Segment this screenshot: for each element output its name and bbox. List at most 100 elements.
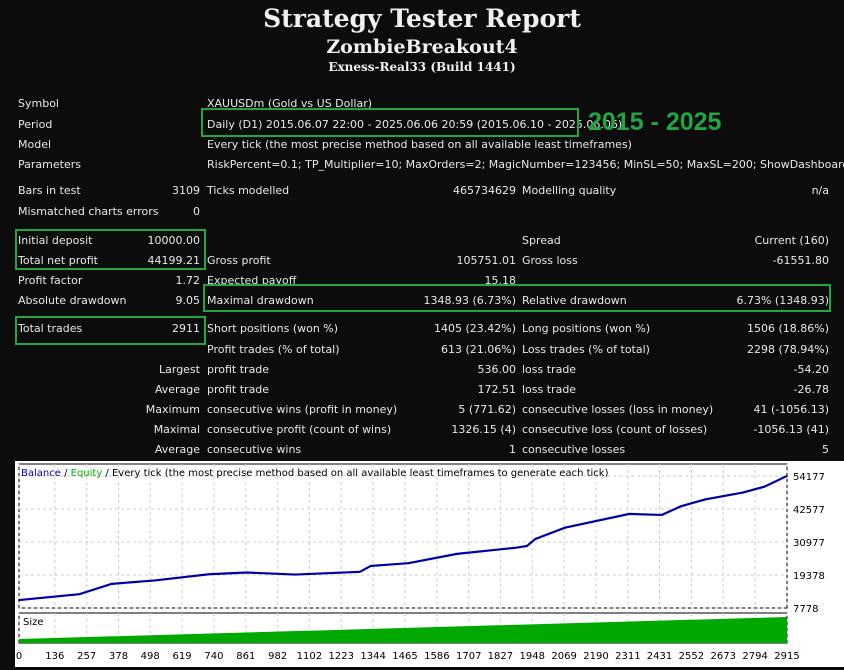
stat-label: Bars in test (18, 184, 81, 197)
x-tick-label: 498 (141, 651, 160, 662)
stat-label: profit trade (207, 363, 270, 376)
balance-point (564, 526, 566, 529)
stat-label: consecutive wins (207, 443, 302, 456)
x-tick-label: 1102 (297, 651, 322, 662)
balance-point (704, 498, 706, 501)
main-plot-frame (18, 463, 788, 609)
info-value: Every tick (the most precise method base… (207, 138, 632, 151)
balance-point (208, 573, 210, 576)
size-area (19, 617, 787, 643)
balance-point (661, 514, 663, 516)
stat-value: 41 (-1056.13) (753, 403, 829, 416)
stat-value: 3109 (172, 184, 200, 197)
stat-value: 5 (822, 443, 829, 456)
stat-value: 536.00 (477, 363, 517, 376)
x-tick-label: 740 (204, 651, 223, 662)
server-build: Exness-Real33 (Build 1441) (328, 60, 516, 74)
x-tick-label: 1586 (424, 651, 449, 662)
stat-label: consecutive profit (count of wins) (207, 423, 392, 436)
stat-label: Ticks modelled (207, 184, 290, 197)
stat-label: consecutive loss (count of losses) (522, 423, 708, 436)
balance-point (456, 553, 458, 555)
balance-chart: 0 136 257 378 498 619 740 861 982 1102 1223 1344 146… (15, 461, 844, 667)
x-tick-label: 378 (109, 651, 128, 662)
balance-point (110, 583, 113, 585)
stat-value: 2911 (172, 322, 200, 335)
stat-value: Average (154, 443, 200, 456)
stat-value: -61551.80 (772, 254, 829, 267)
stat-label: profit trade (207, 383, 270, 396)
legend-rest: / Every tick (the most precise method ba… (102, 468, 608, 479)
period-highlight-box (201, 108, 579, 137)
x-tick-label: 1223 (328, 651, 353, 662)
stat-value: n/a (811, 184, 829, 197)
x-tick-label: 0 (16, 651, 22, 662)
stat-label: Gross profit (207, 254, 271, 267)
balance-point (534, 538, 536, 540)
y-tick-label: 7778 (793, 604, 818, 615)
stat-label: Maximal drawdown (207, 294, 314, 307)
stat-value: Current (160) (754, 234, 829, 247)
stat-label: Long positions (won %) (522, 322, 651, 335)
balance-chart-svg: 0 136 257 378 498 619 740 861 982 1102 1223 1344 146… (16, 463, 825, 662)
x-tick-label: 1465 (392, 651, 417, 662)
stat-value: Maximal (153, 423, 200, 436)
stat-value: 9.05 (175, 294, 201, 307)
stat-label: Loss trades (% of total) (522, 343, 650, 356)
stat-value: 172.51 (477, 383, 517, 396)
stat-value: 15.18 (484, 274, 517, 287)
stat-value: 0 (193, 205, 200, 218)
stat-value: 44199.21 (147, 254, 201, 267)
stat-label: Spread (522, 234, 561, 247)
stat-value: 2298 (78.94%) (746, 343, 829, 356)
y-tick-label: 30977 (793, 538, 825, 549)
stat-value: Maximum (145, 403, 200, 416)
x-tick-label: 2431 (647, 651, 672, 662)
stat-label: Profit trades (% of total) (207, 343, 340, 356)
y-tick-label: 42577 (793, 505, 825, 516)
stat-value: 1.72 (175, 274, 201, 287)
report-title: Strategy Tester Report (263, 4, 581, 33)
legend-sep1: / (61, 468, 71, 479)
stat-value: Largest (159, 363, 200, 376)
balance-point (369, 565, 372, 567)
x-tick-label: 1344 (360, 651, 385, 662)
stat-value: 465734629 (453, 184, 516, 197)
info-label: Period (18, 118, 53, 131)
x-tick-label: 2794 (742, 651, 767, 662)
x-tick-label: 257 (77, 651, 96, 662)
x-tick-label: 1707 (456, 651, 481, 662)
info-value: XAUUSDm (Gold vs US Dollar) (207, 97, 373, 110)
legend-balance: Balance (21, 468, 61, 479)
balance-point (18, 599, 20, 601)
x-tick-label: 2552 (679, 651, 704, 662)
balance-point (154, 579, 156, 582)
balance-point (763, 485, 766, 488)
x-tick-label: 136 (45, 651, 64, 662)
x-tick-label: 2069 (551, 651, 576, 662)
deposit-profit-highlight-box (15, 229, 206, 270)
balance-point (359, 571, 361, 573)
stat-label: Absolute drawdown (18, 294, 127, 307)
x-tick-label: 619 (173, 651, 192, 662)
balance-point (407, 562, 410, 564)
balance-point (680, 505, 682, 508)
stat-value: -26.78 (793, 383, 829, 396)
stat-label: consecutive losses (522, 443, 626, 456)
x-tick-label: 2190 (583, 651, 608, 662)
stat-label: Initial deposit (18, 234, 93, 247)
x-tick-label: 2915 (774, 651, 799, 662)
balance-point (786, 475, 788, 477)
expert-name: ZombieBreakout4 (326, 36, 518, 58)
period-annotation: 2015 - 2025 (588, 108, 722, 136)
stat-value: 1405 (23.42%) (433, 322, 516, 335)
balance-point (628, 513, 631, 515)
balance-point (515, 546, 517, 549)
x-tick-label: 1948 (520, 651, 545, 662)
balance-point (741, 491, 744, 494)
info-label: Model (18, 138, 52, 151)
stat-label: Modelling quality (522, 184, 617, 197)
stat-label: consecutive losses (loss in money) (522, 403, 714, 416)
chart-legend: Balance / Equity / Every tick (the most … (21, 468, 609, 479)
balance-point (245, 571, 248, 574)
